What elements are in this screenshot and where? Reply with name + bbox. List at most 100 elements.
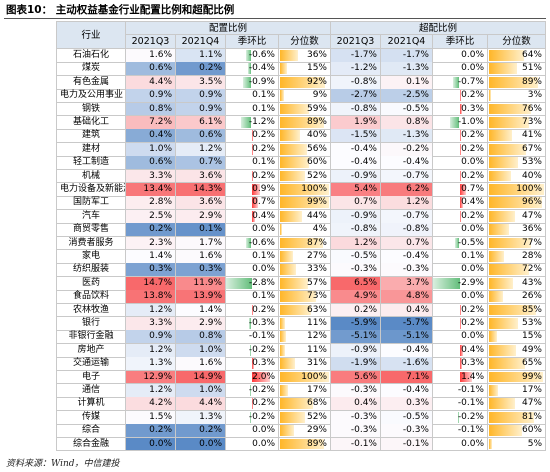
value: 0.4% xyxy=(461,197,484,208)
value: 0.1% xyxy=(252,251,275,261)
value-cell: -0.2% xyxy=(226,343,279,358)
value-cell: -2.8% xyxy=(226,276,279,291)
value: -0.4% xyxy=(248,63,275,74)
value-cell: 1.0% xyxy=(176,343,226,358)
value: 0.8% xyxy=(406,117,429,127)
value-cell: 1.5% xyxy=(126,410,176,425)
value: 40% xyxy=(521,170,542,181)
value-cell: -0.9% xyxy=(226,75,279,90)
value: 11% xyxy=(306,344,327,355)
value-cell: 53% xyxy=(488,317,546,331)
value: 1.4% xyxy=(149,251,172,261)
value: -0.4% xyxy=(350,143,377,154)
value: -2.9% xyxy=(457,277,484,288)
value-cell: 100% xyxy=(279,183,331,197)
value: -0.5% xyxy=(350,251,377,261)
value: 0.1% xyxy=(252,291,275,302)
value-cell: -0.1% xyxy=(226,330,279,345)
value: -1.5% xyxy=(350,130,377,141)
value: 0.2% xyxy=(461,143,484,154)
value: 4.8% xyxy=(406,291,429,302)
value: -1.3% xyxy=(402,130,429,141)
value-cell: 1.2% xyxy=(126,384,176,398)
value-cell: 0.8% xyxy=(126,102,176,117)
value-cell: 14.7% xyxy=(126,276,176,291)
percentile-bar xyxy=(489,90,491,102)
value: 0.1% xyxy=(252,157,275,168)
value-cell: 100% xyxy=(279,370,331,385)
value-cell: 1.4% xyxy=(433,370,488,385)
value: 0.4% xyxy=(252,210,275,221)
percentile-bar xyxy=(489,184,544,195)
value: 11.9% xyxy=(193,277,222,288)
value: -0.1% xyxy=(350,438,377,449)
value-cell: 51% xyxy=(488,62,546,77)
value-cell: 3.7% xyxy=(381,276,433,291)
value: 0.8% xyxy=(199,331,222,342)
percentile-bar xyxy=(489,385,499,396)
value: 0.2% xyxy=(199,63,222,74)
industry: 综合金融 xyxy=(56,437,126,452)
industry-name: 汽车 xyxy=(81,210,100,221)
value-cell: 0.4% xyxy=(433,196,488,211)
value: 73% xyxy=(521,117,542,127)
value-cell: -2.7% xyxy=(331,89,381,104)
industry: 机械 xyxy=(56,169,126,184)
value: 0.0% xyxy=(252,425,275,436)
value-cell: 0.2% xyxy=(433,317,488,331)
value: 0.9% xyxy=(149,331,172,342)
industry: 食品饮料 xyxy=(56,290,126,305)
group-header: 配置比例 xyxy=(126,21,331,35)
value: 81% xyxy=(521,411,542,422)
value: 7.2% xyxy=(149,117,172,127)
percentile-bar xyxy=(280,318,286,329)
change-bar xyxy=(251,170,254,182)
value-cell: 15% xyxy=(279,62,331,77)
value-cell: 92% xyxy=(279,75,331,90)
value-cell: 3.6% xyxy=(176,169,226,184)
change-bar xyxy=(251,157,253,169)
value-cell: 0.9% xyxy=(176,102,226,117)
industry-name: 国防军工 xyxy=(72,197,109,208)
value: 5.6% xyxy=(354,371,377,382)
percentile-bar xyxy=(280,237,323,249)
value-cell: 4.9% xyxy=(331,290,381,305)
value: 0.1% xyxy=(406,76,429,87)
value: 52% xyxy=(306,411,327,422)
value: 12.9% xyxy=(143,371,172,382)
value-cell: -0.9% xyxy=(331,169,381,184)
value-cell: 99% xyxy=(279,196,331,211)
change-bar xyxy=(251,130,254,142)
industry: 医药 xyxy=(56,276,126,291)
value-cell: -0.3% xyxy=(331,384,381,398)
value: 0.2% xyxy=(461,170,484,181)
value-cell: 0.2% xyxy=(433,142,488,157)
value: 3.5% xyxy=(199,76,222,87)
industry-name: 家电 xyxy=(81,251,100,261)
value-cell: 27% xyxy=(279,250,331,264)
value-cell: 1.3% xyxy=(126,357,176,372)
value-cell: 0.0% xyxy=(433,263,488,278)
percentile-bar xyxy=(489,425,522,437)
industry: 房地产 xyxy=(56,343,126,358)
industry: 钢铁 xyxy=(56,102,126,117)
value: -0.3% xyxy=(248,318,275,328)
value-cell: 1.1% xyxy=(176,49,226,63)
value-cell: 0.0% xyxy=(126,437,176,452)
value: 1.7% xyxy=(199,237,222,248)
value: 67% xyxy=(521,143,542,154)
value: 0.0% xyxy=(252,438,275,449)
value: -0.3% xyxy=(350,264,377,275)
value: 0.0% xyxy=(149,438,172,449)
value-cell: 0.0% xyxy=(433,62,488,77)
value-cell: 0.2% xyxy=(176,62,226,77)
sub-header: 分位数 xyxy=(279,35,331,49)
value-cell: 36% xyxy=(488,223,546,238)
change-bar xyxy=(251,197,258,209)
percentile-bar xyxy=(489,237,532,249)
industry-name: 计算机 xyxy=(77,398,105,409)
value-cell: 13.8% xyxy=(126,290,176,305)
value: -0.5% xyxy=(402,411,429,422)
value-cell: 0.1% xyxy=(226,290,279,305)
value: 60% xyxy=(306,157,327,168)
